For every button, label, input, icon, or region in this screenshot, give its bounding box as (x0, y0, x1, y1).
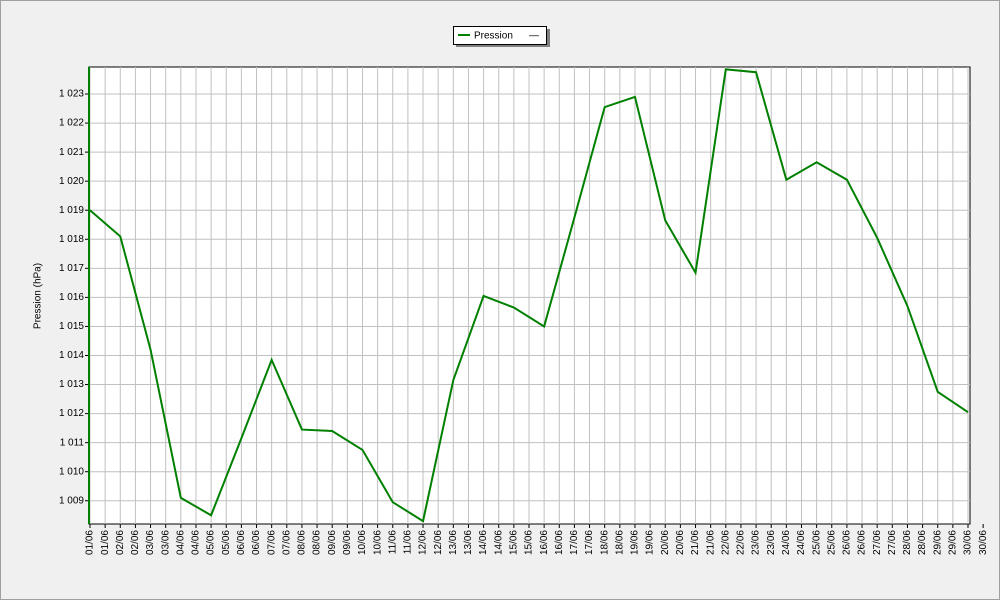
x-tick-label: 13/06 (448, 530, 459, 555)
legend (453, 26, 547, 45)
x-tick-label: 23/06 (751, 530, 762, 555)
x-tick-label: 17/06 (584, 530, 595, 555)
x-tick-label: 04/06 (191, 530, 202, 555)
x-tick-label: 04/06 (175, 530, 186, 555)
x-tick-label: 16/06 (539, 530, 550, 555)
x-tick-label: 19/06 (645, 530, 656, 555)
x-tick-label: 14/06 (478, 530, 489, 555)
x-tick-label: 23/06 (766, 530, 777, 555)
x-tick-label: 07/06 (281, 530, 292, 555)
x-tick-label: 07/06 (266, 530, 277, 555)
x-tick-label: 17/06 (569, 530, 580, 555)
y-tick-label: 1 017 (59, 263, 84, 274)
x-tick-label: 19/06 (630, 530, 641, 555)
y-tick-label: 1 010 (59, 466, 84, 477)
x-tick-label: 30/06 (963, 530, 974, 555)
x-tick-label: 22/06 (720, 530, 731, 555)
x-tick-label: 16/06 (554, 530, 565, 555)
line-series (89, 68, 969, 523)
y-tick-label: 1 020 (59, 176, 84, 187)
x-tick-label: 05/06 (206, 530, 217, 555)
y-tick-label: 1 011 (60, 437, 85, 448)
x-tick-label: 28/06 (917, 530, 928, 555)
x-tick-label: 06/06 (236, 530, 247, 555)
y-tick-label: 1 016 (59, 292, 84, 303)
x-tick-label: 24/06 (796, 530, 807, 555)
x-tick-label: 03/06 (160, 530, 171, 555)
x-tick-label: 10/06 (357, 530, 368, 555)
x-tick-label: 01/06 (100, 530, 111, 555)
x-tick-label: 30/06 (978, 530, 989, 555)
x-tick-label: 21/06 (690, 530, 701, 555)
legend-extra: — (529, 31, 539, 42)
x-tick-label: 05/06 (221, 530, 232, 555)
x-tick-label: 28/06 (902, 530, 913, 555)
x-tick-label: 02/06 (130, 530, 141, 555)
legend-label: Pression (474, 31, 513, 42)
y-tick-label: 1 019 (59, 205, 84, 216)
x-tick-label: 11/06 (403, 530, 414, 555)
x-tick-label: 27/06 (887, 530, 898, 555)
x-tick-label: 29/06 (948, 530, 959, 555)
x-tick-label: 02/06 (115, 530, 126, 555)
x-tick-label: 26/06 (842, 530, 853, 555)
x-tick-label: 26/06 (857, 530, 868, 555)
x-tick-label: 24/06 (781, 530, 792, 555)
x-tick-label: 09/06 (342, 530, 353, 555)
y-tick-label: 1 009 (59, 495, 84, 506)
x-tick-label: 10/06 (372, 530, 383, 555)
y-tick-label: 1 014 (59, 350, 84, 361)
y-tick-label: 1 023 (59, 89, 84, 100)
x-tick-label: 22/06 (736, 530, 747, 555)
x-tick-label: 29/06 (932, 530, 943, 555)
x-tick-label: 15/06 (524, 530, 535, 555)
x-tick-label: 09/06 (327, 530, 338, 555)
y-tick-label: 1 022 (59, 118, 84, 129)
y-tick-label: 1 018 (59, 234, 84, 245)
y-tick-label: 1 021 (59, 147, 84, 158)
y-tick-label: 1 015 (59, 321, 84, 332)
x-tick-label: 20/06 (675, 530, 686, 555)
y-tick-label: 1 012 (59, 408, 84, 419)
x-tick-label: 18/06 (599, 530, 610, 555)
x-tick-label: 20/06 (660, 530, 671, 555)
x-tick-label: 18/06 (614, 530, 625, 555)
x-tick-label: 08/06 (297, 530, 308, 555)
x-tick-label: 11/06 (387, 530, 398, 555)
x-tick-label: 21/06 (705, 530, 716, 555)
x-tick-label: 06/06 (251, 530, 262, 555)
x-tick-label: 03/06 (145, 530, 156, 555)
x-tick-label: 12/06 (418, 530, 429, 555)
x-tick-label: 14/06 (493, 530, 504, 555)
x-tick-label: 25/06 (826, 530, 837, 555)
x-tick-label: 27/06 (872, 530, 883, 555)
x-tick-label: 12/06 (433, 530, 444, 555)
x-tick-label: 08/06 (312, 530, 323, 555)
x-tick-label: 13/06 (463, 530, 474, 555)
y-axis-label: Pression (hPa) (33, 263, 44, 329)
y-tick-label: 1 013 (59, 379, 84, 390)
x-tick-label: 15/06 (509, 530, 520, 555)
x-tick-label: 25/06 (811, 530, 822, 555)
x-tick-label: 01/06 (85, 530, 96, 555)
